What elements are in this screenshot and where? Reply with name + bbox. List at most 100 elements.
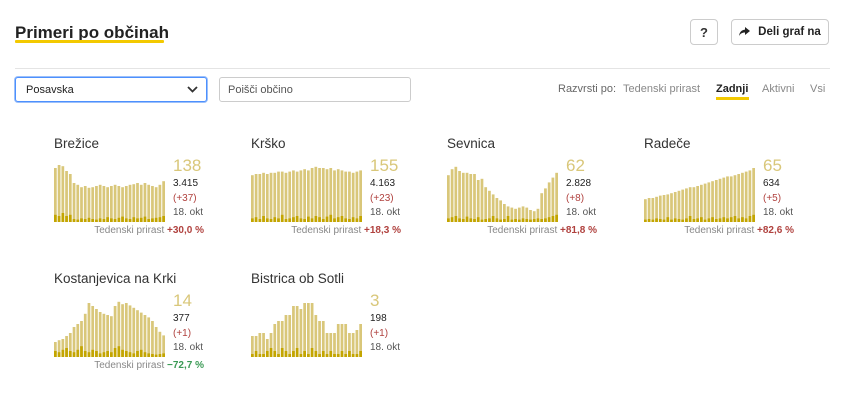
active-bar [61,166,65,222]
new-cases-bar [106,217,109,222]
active-bar [154,187,158,222]
sort-option-weekly[interactable]: Tedenski prirast [623,83,701,95]
new-cases-bar [555,214,558,222]
new-cases-bar [121,216,124,222]
new-cases-bar [95,219,98,222]
active-bar [251,175,254,222]
municipality-search-input[interactable] [219,77,411,102]
municipality-card[interactable]: Radeče 65 634 (+5) 18. okt Tedenski prirast +… [644,136,804,246]
active-bar [117,301,121,357]
municipality-card[interactable]: Brežice 138 3.415 (+37) 18. okt Tedenski prir… [54,136,214,246]
active-bar [707,182,711,222]
new-cases-bar [700,217,703,222]
active-bar [476,180,480,222]
sort-active-underline [716,97,749,100]
active-bar [106,187,109,222]
share-button[interactable]: Deli graf na [731,19,829,45]
active-bar [359,170,362,222]
new-cases-bar [340,216,344,222]
active-bar [54,168,57,222]
new-cases-bar [525,219,529,222]
active-bar [102,186,106,222]
new-cases-bar [499,219,502,222]
municipality-card[interactable]: Bistrica ob Sotli 3 198 (+1) 18. okt [251,271,411,381]
new-cases-bar [458,218,461,222]
new-cases-bar [536,218,540,222]
new-cases-bar [87,217,91,222]
daily-delta: (+37) [173,193,197,204]
active-bar [292,306,295,357]
new-cases-bar [162,353,165,357]
active-bar [491,194,495,222]
active-bar [529,210,532,222]
active-bar [121,304,124,357]
sort-option-all[interactable]: Vsi [810,83,826,95]
sparkline-chart [644,168,755,222]
active-bar [158,331,162,357]
new-cases-bar [76,219,80,222]
active-bar [340,324,344,357]
active-bar [733,175,737,222]
new-cases-bar [718,218,722,222]
weekly-growth-value: +30,0 % [167,225,204,236]
active-bar [325,169,329,222]
new-cases-bar [329,351,333,357]
new-cases-bar [666,217,670,222]
total-cases: 4.163 [370,178,396,189]
new-cases-bar [711,217,714,222]
active-bar [465,172,469,222]
sort-option-latest[interactable]: Zadnji [716,83,749,95]
active-bar [113,306,117,357]
municipality-name: Bistrica ob Sotli [251,271,345,286]
new-cases-bar [68,351,72,357]
share-button-label: Deli graf na [758,26,821,38]
new-cases-bar [447,218,450,222]
title-underline [15,40,164,43]
active-bar [677,190,681,222]
new-cases-bar [128,219,132,222]
active-bar [333,170,336,222]
new-cases-bar [54,214,57,222]
new-cases-bar [80,218,83,222]
new-cases-bar [514,219,517,222]
municipality-card[interactable]: Sevnica 62 2.828 (+8) 18. okt Tedenski priras… [447,136,607,246]
new-cases-bar [124,218,128,222]
chevron-down-icon [187,86,198,93]
region-select[interactable]: Posavska [15,77,207,102]
active-bar [495,198,499,222]
new-cases-bar [72,219,76,222]
municipality-name: Brežice [54,136,100,151]
new-cases-bar [136,351,139,357]
active-bar [151,321,154,357]
active-bar [340,170,344,222]
active-bar [136,310,139,357]
new-cases-bar [295,348,299,357]
new-cases-bar [655,218,658,222]
active-bar [57,165,61,222]
weekly-growth-value: −72,7 % [167,360,204,371]
active-bar [461,172,465,222]
new-cases-bar [139,349,143,357]
help-button[interactable]: ? [690,19,718,45]
active-bar [251,336,254,357]
municipality-card[interactable]: Krško 155 4.163 (+23) 18. okt Tedenski priras… [251,136,411,246]
active-bar [110,186,113,222]
new-cases-bar [121,349,124,357]
new-cases-bar [61,349,65,357]
new-cases-bar [329,214,333,222]
sparkline-chart [251,303,362,357]
new-cases-bar [113,219,117,222]
new-cases-bar [251,354,254,357]
active-bar [348,333,351,357]
new-cases-bar [480,219,484,222]
active-bar [277,171,280,222]
sort-option-active[interactable]: Aktivni [762,83,795,95]
active-bar [91,187,95,222]
active-bar [458,171,461,222]
new-cases-bar [98,218,102,222]
active-bar [280,321,284,357]
active-bar [752,168,755,222]
new-cases-bar [714,219,718,222]
new-cases-bar [318,217,321,222]
municipality-card[interactable]: Kostanjevica na Krki 14 377 (+1) 18. okt Tede… [54,271,214,381]
